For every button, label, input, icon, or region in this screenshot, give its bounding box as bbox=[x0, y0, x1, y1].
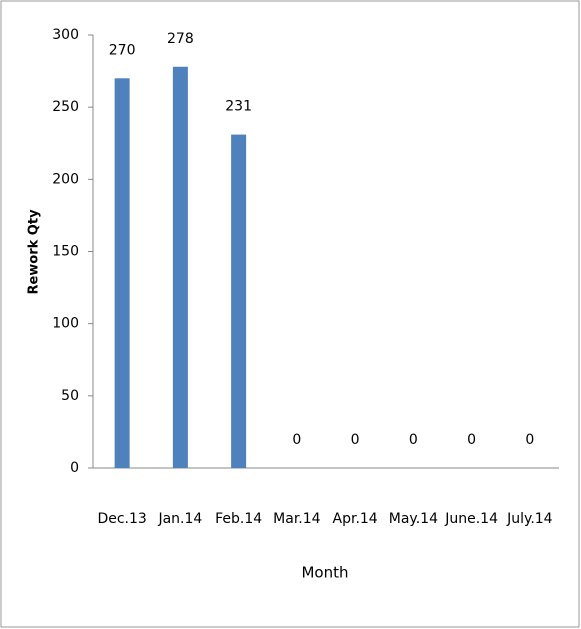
x-tick-label: Jan.14 bbox=[157, 511, 202, 527]
value-label: 270 bbox=[109, 42, 136, 58]
y-tick-label: 300 bbox=[52, 27, 79, 43]
value-label: 0 bbox=[467, 432, 476, 448]
x-tick-label: July.14 bbox=[506, 511, 553, 527]
x-tick-label: Mar.14 bbox=[273, 511, 320, 527]
y-tick-label: 250 bbox=[52, 99, 79, 115]
bar bbox=[231, 134, 247, 468]
value-label: 0 bbox=[409, 432, 418, 448]
value-label: 278 bbox=[167, 31, 194, 47]
value-label: 0 bbox=[292, 432, 301, 448]
x-tick-label: Apr.14 bbox=[333, 511, 378, 527]
bar bbox=[114, 78, 130, 469]
x-tick-label: Dec.13 bbox=[97, 511, 146, 527]
y-axis-label: Rework Qty bbox=[27, 209, 42, 295]
value-label: 231 bbox=[225, 99, 252, 115]
x-tick-label: June.14 bbox=[444, 511, 498, 527]
y-tick-label: 150 bbox=[52, 244, 79, 260]
x-tick-label: Feb.14 bbox=[215, 511, 262, 527]
y-tick-label: 50 bbox=[61, 388, 79, 404]
x-tick-label: May.14 bbox=[389, 511, 438, 527]
y-tick-label: 200 bbox=[52, 171, 79, 187]
bar bbox=[172, 66, 188, 469]
value-label: 0 bbox=[525, 432, 534, 448]
y-tick-label: 100 bbox=[52, 316, 79, 332]
value-label: 0 bbox=[351, 432, 360, 448]
x-axis-label: Month bbox=[301, 564, 348, 582]
y-tick-label: 0 bbox=[70, 460, 79, 476]
